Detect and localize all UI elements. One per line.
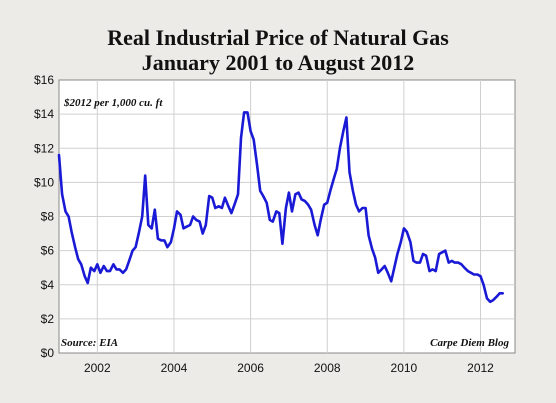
x-tick-label: 2010 — [391, 361, 418, 375]
source-label: Source: EIA — [61, 337, 118, 349]
x-tick-label: 2002 — [84, 361, 111, 375]
gridlines — [59, 80, 515, 353]
chart-title-line2: January 2001 to August 2012 — [141, 50, 415, 75]
y-tick-label: $4 — [41, 278, 55, 292]
y-tick-label: $2 — [41, 312, 55, 326]
x-tick-label: 2006 — [237, 361, 264, 375]
credit-label: Carpe Diem Blog — [430, 337, 509, 349]
series-group — [57, 111, 505, 304]
x-tick-label: 2004 — [161, 361, 188, 375]
y-tick-label: $14 — [34, 107, 54, 121]
chart-title-line1: Real Industrial Price of Natural Gas — [107, 25, 449, 50]
y-tick-label: $16 — [34, 73, 54, 87]
y-axis-ticks: $0 $2 $4 $6 $8 $10 $12 $14 $16 — [34, 73, 54, 360]
y-tick-label: $10 — [34, 175, 54, 189]
x-tick-label: 2008 — [314, 361, 341, 375]
x-axis-ticks: 2002 2004 2006 2008 2010 2012 — [84, 361, 494, 375]
y-tick-label: $0 — [41, 346, 55, 360]
y-tick-label: $6 — [41, 244, 55, 258]
x-tick-label: 2012 — [467, 361, 494, 375]
y-tick-label: $12 — [34, 141, 54, 155]
series-line — [57, 111, 505, 304]
y-tick-label: $8 — [41, 210, 55, 224]
unit-label: $2012 per 1,000 cu. ft — [63, 97, 163, 109]
